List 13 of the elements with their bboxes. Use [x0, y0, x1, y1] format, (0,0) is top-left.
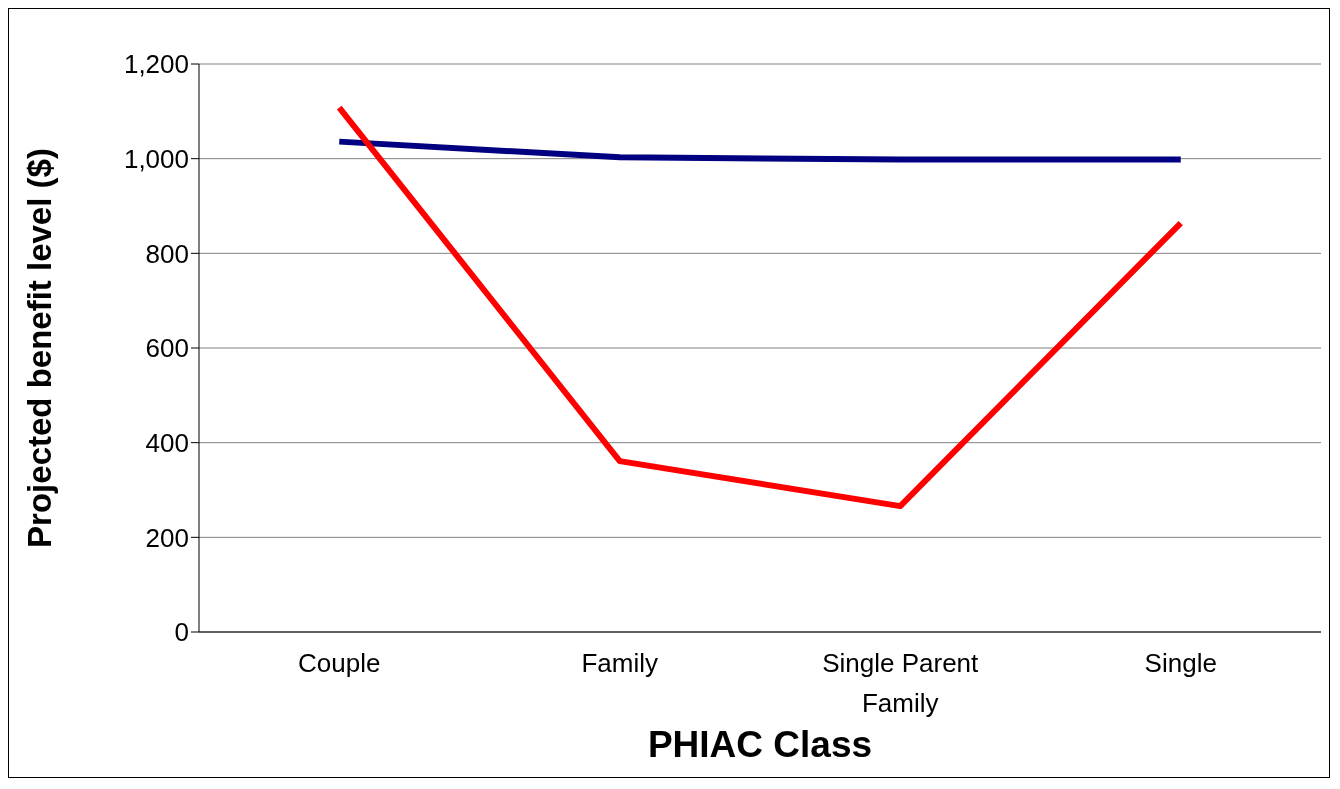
y-axis-title: Projected benefit level ($): [20, 148, 58, 548]
x-axis-title: PHIAC Class: [647, 724, 873, 765]
y-tick-label: 400: [145, 427, 189, 458]
x-tick-label: Single Parent Family: [822, 648, 980, 718]
y-tick-label: 200: [145, 522, 189, 553]
y-tick-label: 1,200: [123, 49, 189, 80]
x-tick-label: Family: [581, 648, 659, 678]
y-tick-label: 800: [145, 238, 189, 269]
x-tick-label: Couple: [298, 648, 381, 678]
y-tick-label: 0: [174, 617, 189, 648]
y-tick-label: 600: [145, 333, 189, 364]
x-tick-label: Single: [1144, 648, 1217, 678]
y-tick-label: 1,000: [123, 143, 189, 174]
